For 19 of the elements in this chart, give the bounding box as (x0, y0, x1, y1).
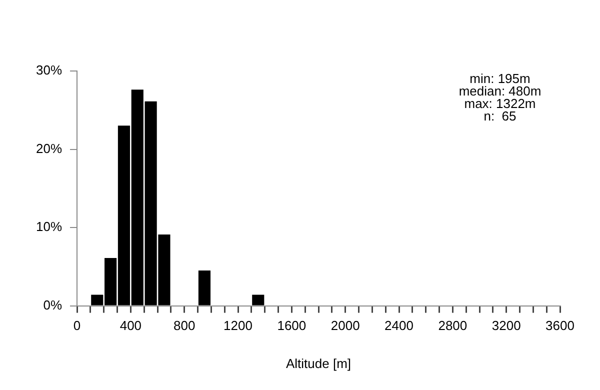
y-tick-label: 20% (36, 140, 62, 156)
y-tick-label: 0% (43, 297, 62, 312)
annotation: max: 1322m (464, 96, 536, 112)
y-tick-label: 10% (36, 219, 62, 234)
x-tick-label: 3600 (546, 318, 574, 334)
annotation: min: 195m (470, 71, 530, 86)
x-tick-label: 1200 (224, 318, 252, 334)
x-tick-label: 0 (73, 318, 81, 334)
y-tick-label: 30% (36, 62, 62, 78)
x-tick-label: 400 (120, 318, 142, 334)
x-tick-label: 1600 (277, 318, 306, 334)
annotation: median: 480m (458, 84, 542, 99)
x-tick-label: 800 (173, 318, 196, 334)
annotation: n: 65 (484, 108, 516, 124)
x-tick-label: 2000 (330, 318, 360, 334)
x-tick-label: 2800 (438, 318, 468, 334)
x-axis-title: Altitude [m] (286, 356, 352, 371)
x-tick-label: 2400 (384, 318, 414, 334)
x-tick-label: 3200 (492, 318, 521, 334)
